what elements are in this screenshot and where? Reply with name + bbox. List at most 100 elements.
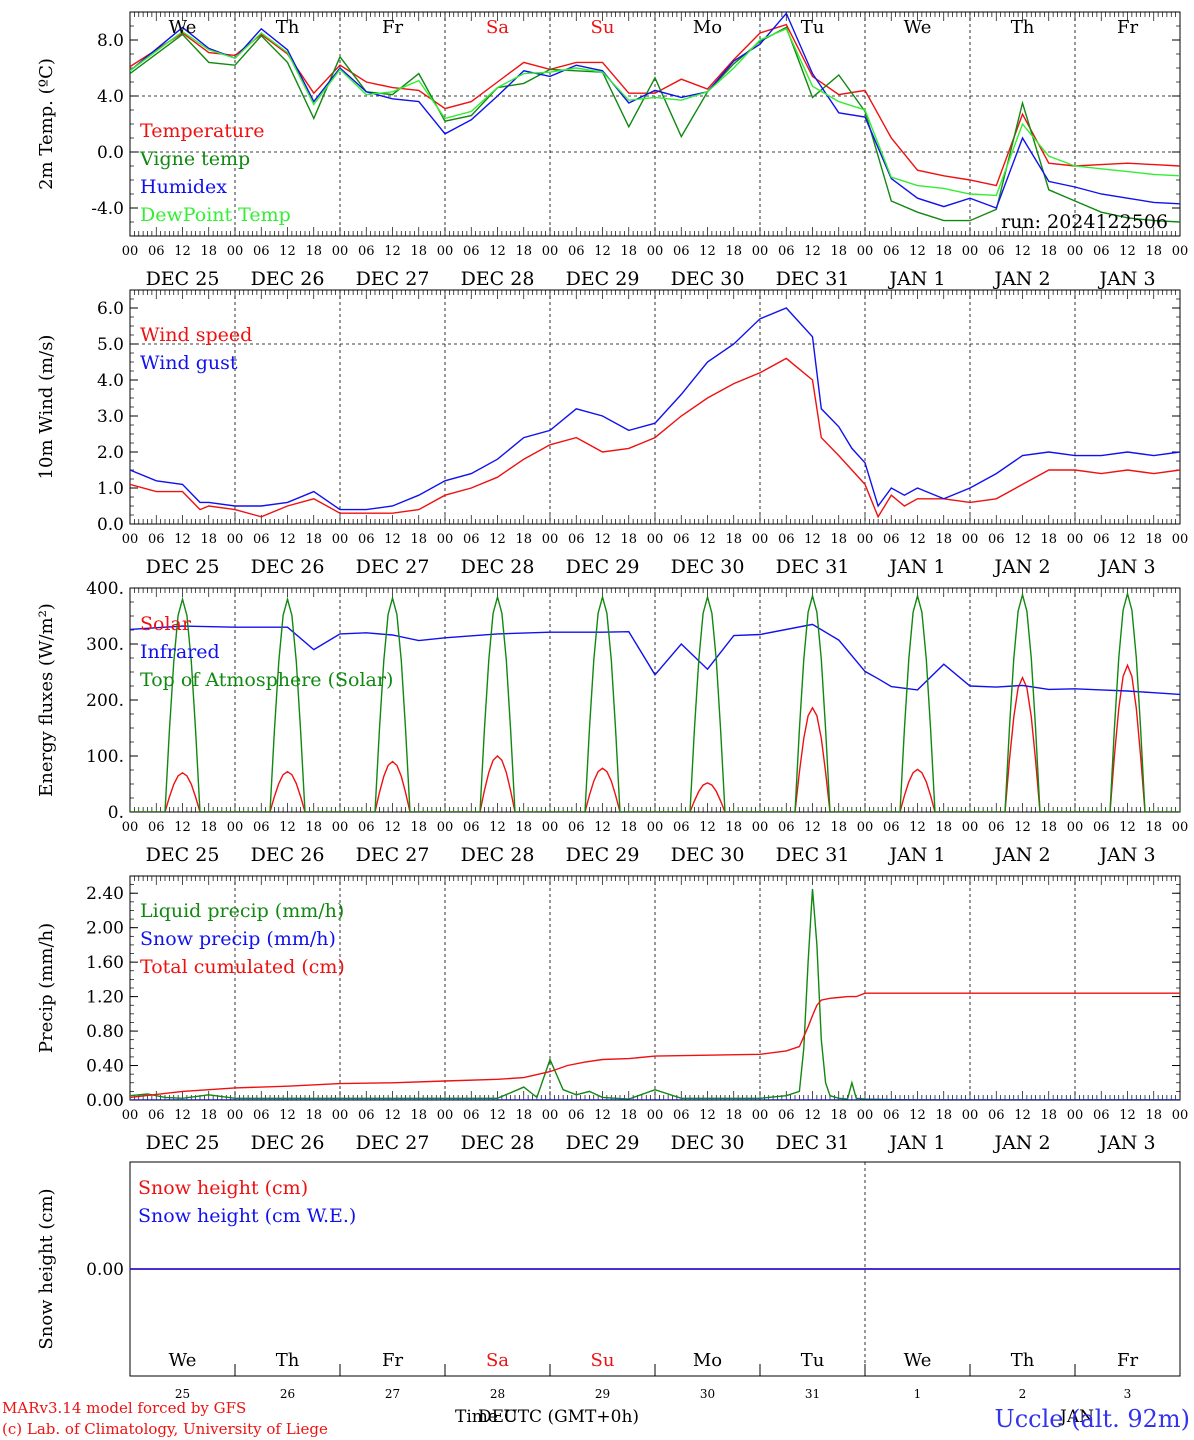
weekday-label: Th	[1011, 1350, 1035, 1371]
hour-label: 18	[200, 820, 217, 835]
hour-label: 00	[647, 244, 664, 259]
y-axis-title: Snow height (cm)	[36, 1188, 57, 1349]
day-number: 3	[1124, 1387, 1132, 1401]
hour-label: 00	[1067, 1108, 1084, 1123]
y-tick-label: 1.0	[97, 479, 124, 499]
date-label: DEC 29	[566, 1132, 640, 1154]
hour-label: 00	[752, 532, 769, 547]
hour-label: 12	[804, 244, 821, 259]
legend-infrared: Infrared	[140, 641, 220, 663]
hour-label: 12	[384, 820, 401, 835]
hour-label: 18	[620, 820, 637, 835]
hour-label: 00	[227, 244, 244, 259]
hour-label: 00	[332, 1108, 349, 1123]
series-line-wind-gust	[130, 307, 1180, 511]
hour-label: 12	[1119, 1108, 1136, 1123]
hour-label: 00	[857, 532, 874, 547]
hour-label: 00	[857, 820, 874, 835]
hour-label: 06	[148, 1108, 165, 1123]
weekday-label: Fr	[382, 17, 403, 38]
hour-label: 06	[1093, 820, 1110, 835]
hour-label: 18	[830, 1108, 847, 1123]
hour-label: 00	[1172, 532, 1189, 547]
date-label: DEC 30	[671, 844, 745, 866]
series-line-infrared	[130, 623, 1180, 696]
hour-label: 00	[122, 532, 139, 547]
date-label: DEC 27	[356, 556, 430, 578]
y-tick-label: 300.	[86, 635, 124, 655]
hour-label: 12	[804, 1108, 821, 1123]
hour-label: 12	[279, 532, 296, 547]
date-label: DEC 28	[461, 844, 535, 866]
hour-label: 18	[305, 244, 322, 259]
series-layer	[130, 888, 1180, 1100]
y-tick-label: 8.0	[97, 31, 124, 51]
hour-label: 00	[962, 820, 979, 835]
hour-label: 18	[305, 820, 322, 835]
weekday-label: Th	[276, 1350, 300, 1371]
hour-label: 06	[673, 244, 690, 259]
date-label: DEC 31	[776, 268, 850, 290]
day-number: 26	[280, 1387, 295, 1401]
hour-label: 12	[699, 244, 716, 259]
hour-label: 06	[148, 532, 165, 547]
hour-label: 06	[778, 532, 795, 547]
hour-label: 12	[489, 532, 506, 547]
hour-label: 06	[673, 1108, 690, 1123]
hour-label: 06	[1093, 532, 1110, 547]
series-line-dewpoint-temp	[130, 27, 1180, 197]
hour-label: 12	[384, 532, 401, 547]
hour-label: 06	[568, 532, 585, 547]
hour-label: 06	[358, 1108, 375, 1123]
legend-liquid-precip-mm-h-: Liquid precip (mm/h)	[140, 900, 344, 922]
panel-3: 0. 100. 200. 300. 400. 00 06 12 18 DEC 25 00 06 12 18…	[36, 579, 1188, 866]
hour-label: 06	[148, 244, 165, 259]
date-label: JAN 2	[992, 268, 1050, 290]
hour-label: 18	[725, 244, 742, 259]
date-label: DEC 30	[671, 1132, 745, 1154]
hour-label: 00	[542, 244, 559, 259]
station-label: Uccle (alt. 92m)	[994, 1405, 1190, 1433]
hour-label: 12	[279, 244, 296, 259]
hour-label: 18	[725, 532, 742, 547]
y-axis-title: Energy fluxes (W/m²)	[36, 603, 57, 797]
hour-label: 06	[883, 532, 900, 547]
hour-label: 06	[988, 820, 1005, 835]
hour-label: 18	[1040, 1108, 1057, 1123]
hour-label: 00	[542, 1108, 559, 1123]
hour-label: 12	[594, 532, 611, 547]
hour-label: 18	[1040, 244, 1057, 259]
y-tick-label: 6.0	[97, 299, 124, 319]
footer-model-credit: MARv3.14 model forced by GFS	[2, 1399, 246, 1417]
date-label: DEC 27	[356, 268, 430, 290]
legend-snow-height-cm-: Snow height (cm)	[138, 1177, 308, 1199]
y-axis-title: Precip (mm/h)	[36, 923, 57, 1053]
hour-label: 06	[463, 820, 480, 835]
legend-wind-gust: Wind gust	[140, 352, 238, 374]
hour-label: 18	[935, 820, 952, 835]
hour-label: 00	[647, 1108, 664, 1123]
date-label: DEC 28	[461, 1132, 535, 1154]
date-label: DEC 26	[251, 556, 325, 578]
legend-solar: Solar	[140, 613, 192, 635]
date-label: DEC 31	[776, 1132, 850, 1154]
hour-label: 18	[1040, 820, 1057, 835]
date-label: JAN 3	[1097, 268, 1155, 290]
date-label: JAN 1	[887, 1132, 945, 1154]
month-overlay-jan: JAN	[1058, 1407, 1094, 1427]
date-label: DEC 29	[566, 844, 640, 866]
date-label: JAN 2	[992, 1132, 1050, 1154]
y-tick-label: 0.	[108, 803, 124, 823]
hour-label: 12	[1014, 1108, 1031, 1123]
month-overlay-dec: DEC	[478, 1407, 517, 1427]
y-tick-label: 1.60	[86, 953, 124, 973]
legend-snow-height-cm-w-e-: Snow height (cm W.E.)	[138, 1205, 356, 1227]
hour-label: 00	[647, 820, 664, 835]
hour-label: 00	[752, 244, 769, 259]
hour-label: 12	[594, 1108, 611, 1123]
hour-label: 06	[778, 1108, 795, 1123]
hour-label: 00	[1067, 820, 1084, 835]
y-tick-label: 200.	[86, 691, 124, 711]
hour-label: 12	[279, 820, 296, 835]
weekday-label: Mo	[693, 1350, 722, 1371]
